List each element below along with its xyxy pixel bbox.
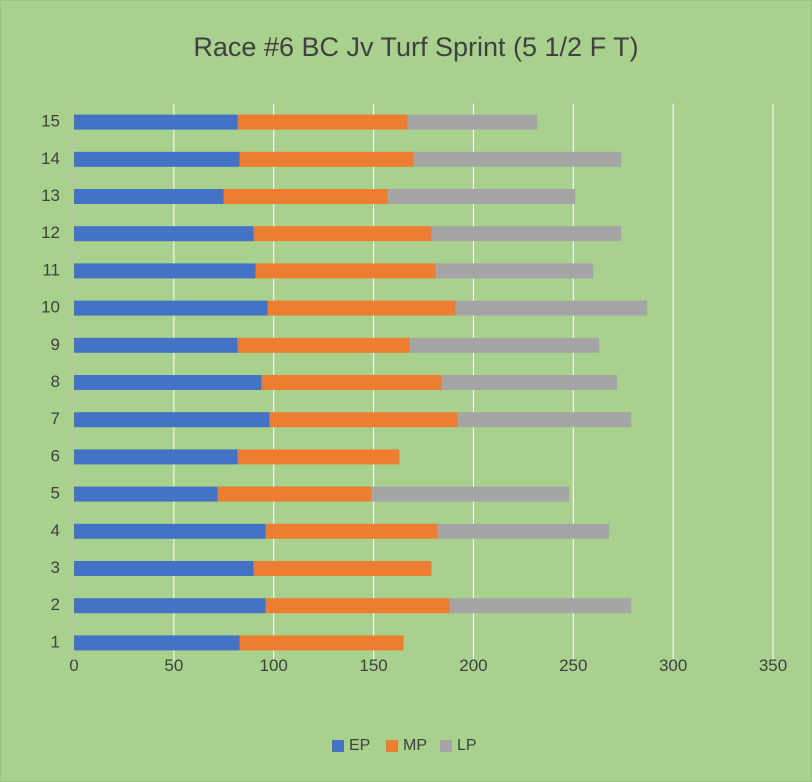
bar-segment [74, 337, 238, 353]
y-tick-label: 9 [51, 335, 60, 354]
bar-segment [74, 598, 266, 614]
legend-label: EP [349, 737, 370, 754]
bar-segment [407, 114, 538, 130]
bar-segment [237, 114, 408, 130]
bar-segment [437, 523, 610, 539]
bar-segment [255, 263, 436, 279]
bar-segment [431, 226, 622, 242]
y-tick-label: 2 [51, 595, 60, 614]
bar-segment [74, 449, 238, 465]
x-tick-label: 250 [559, 656, 587, 675]
x-tick-label: 150 [359, 656, 387, 675]
bar-segment [239, 635, 404, 651]
y-tick-label: 5 [51, 484, 60, 503]
x-tick-label: 0 [69, 656, 78, 675]
y-tick-label: 10 [41, 298, 60, 317]
bar-segment [237, 337, 410, 353]
bar-segment [455, 300, 648, 316]
bar-segment [74, 561, 254, 576]
bar-segment [441, 375, 618, 390]
bar-segment [371, 486, 570, 502]
bar-segment [413, 151, 622, 167]
legend-swatch [386, 740, 398, 752]
bar-segment [449, 598, 632, 614]
bar-segment [387, 189, 576, 204]
y-tick-label: 15 [41, 112, 60, 131]
y-tick-label: 12 [41, 223, 60, 242]
y-tick-label: 4 [51, 521, 60, 540]
bar-segment [223, 189, 388, 204]
bar-segment [457, 412, 632, 428]
y-tick-label: 6 [51, 446, 60, 465]
y-tick-label: 8 [51, 372, 60, 391]
legend-label: LP [457, 737, 477, 754]
bar-segment [261, 375, 442, 390]
bar-segment [74, 189, 224, 204]
y-tick-label: 14 [41, 149, 60, 168]
x-tick-label: 350 [759, 656, 787, 675]
bar-segment [253, 561, 432, 576]
bar-segment [74, 114, 238, 130]
x-tick-label: 50 [164, 656, 183, 675]
bar-segment [435, 263, 594, 279]
y-tick-label: 13 [41, 186, 60, 205]
x-tick-label: 200 [459, 656, 487, 675]
bar-segment [74, 263, 256, 279]
bar-segment [269, 412, 458, 428]
y-tick-label: 3 [51, 558, 60, 577]
bar-segment [239, 151, 414, 167]
bar-segment [265, 523, 438, 539]
bar-segment [74, 375, 262, 390]
bar-segment [217, 486, 372, 502]
bar-segment [74, 486, 218, 502]
legend-label: MP [403, 737, 427, 754]
x-tick-label: 100 [260, 656, 288, 675]
bar-segment [237, 449, 400, 465]
x-tick-label: 300 [659, 656, 687, 675]
bar-segment [253, 226, 432, 242]
bar-segment [74, 300, 268, 316]
y-tick-label: 11 [42, 260, 60, 279]
bar-segment [74, 412, 270, 428]
bar-segment [265, 598, 450, 614]
y-tick-label: 7 [51, 409, 60, 428]
bar-segment [267, 300, 456, 316]
bar-segment [74, 523, 266, 539]
legend-swatch [332, 740, 344, 752]
y-tick-label: 1 [51, 632, 60, 651]
bar-segment [74, 151, 240, 167]
legend-swatch [440, 740, 452, 752]
bar-segment [409, 337, 600, 353]
bar-segment [74, 635, 240, 651]
bar-segment [74, 226, 254, 242]
chart-title: Race #6 BC Jv Turf Sprint (5 1/2 F T) [193, 32, 638, 62]
